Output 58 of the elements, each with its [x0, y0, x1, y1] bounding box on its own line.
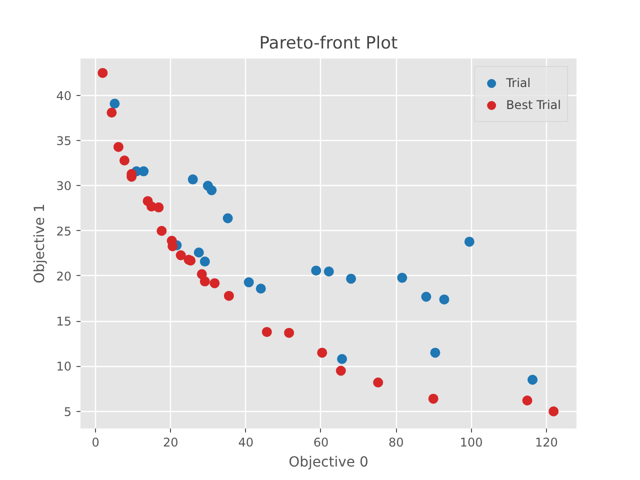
point: [224, 290, 234, 301]
y-tick-label: 5: [64, 404, 72, 419]
point: [317, 348, 328, 358]
point: [373, 377, 384, 388]
y-axis-title: Objective 1: [32, 204, 48, 284]
point: [113, 142, 124, 152]
point: [284, 328, 294, 338]
point: [397, 272, 408, 283]
point: [222, 213, 233, 224]
x-tick-label: 60: [313, 436, 329, 450]
point: [262, 326, 272, 337]
y-tick-label: 15: [56, 314, 72, 329]
y-tick-label: 20: [56, 269, 72, 284]
chart-title: Pareto-front Plot: [259, 34, 398, 54]
point: [119, 155, 130, 166]
point: [200, 256, 210, 267]
point: [106, 108, 117, 118]
point: [311, 266, 322, 276]
point: [421, 292, 432, 302]
point: [200, 276, 210, 286]
y-tick-label: 40: [56, 89, 72, 103]
point: [244, 277, 254, 288]
point: [110, 98, 120, 109]
x-tick-label: 40: [238, 436, 254, 450]
point: [346, 274, 356, 284]
point: [324, 266, 334, 276]
point: [428, 394, 438, 404]
x-tick-label: 120: [534, 436, 558, 450]
x-tick-label: 20: [163, 436, 178, 450]
x-tick-label: 0: [92, 436, 100, 450]
point: [206, 185, 217, 196]
point: [256, 284, 266, 294]
y-tick-label: 25: [56, 224, 72, 238]
legend-label: Trial: [506, 76, 531, 90]
point: [548, 406, 559, 416]
point: [154, 202, 164, 212]
y-tick-label: 10: [56, 360, 72, 374]
point: [336, 366, 346, 376]
y-tick-label: 30: [56, 179, 72, 194]
point: [430, 348, 440, 358]
point: [439, 294, 450, 304]
point: [194, 248, 204, 258]
x-tick-label: 80: [388, 436, 404, 450]
point: [464, 236, 474, 247]
point: [210, 278, 220, 288]
point: [98, 68, 108, 78]
point: [168, 241, 178, 252]
x-tick-label: 100: [460, 436, 483, 450]
legend-label: Best Trial: [506, 98, 561, 112]
point: [156, 226, 167, 236]
point: [176, 250, 186, 260]
point: [522, 396, 532, 406]
point: [528, 374, 538, 385]
point: [138, 166, 149, 176]
point: [188, 174, 198, 184]
x-axis-title: Objective 0: [288, 454, 368, 470]
point: [337, 354, 348, 364]
y-tick-label: 35: [56, 134, 72, 148]
